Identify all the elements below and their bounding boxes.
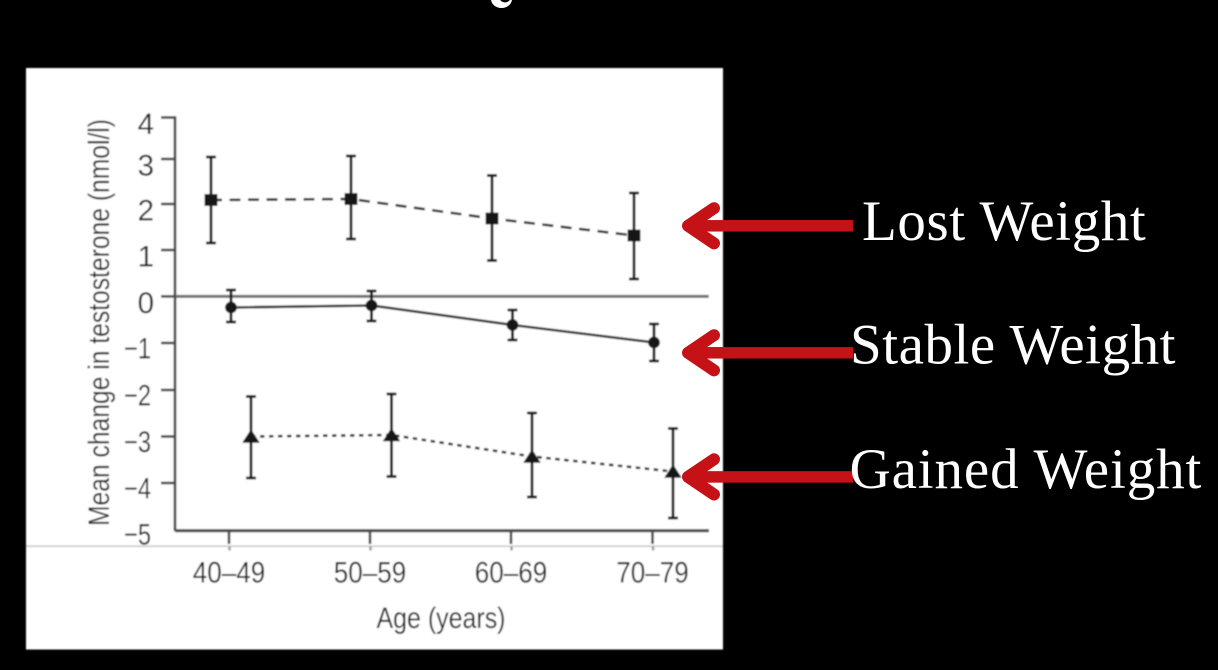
- svg-text:70–79: 70–79: [616, 557, 689, 590]
- svg-text:50–59: 50–59: [334, 557, 407, 590]
- svg-text:−5: −5: [124, 519, 151, 552]
- svg-text:3: 3: [138, 150, 154, 183]
- svg-text:0: 0: [138, 287, 154, 320]
- svg-text:−4: −4: [124, 473, 151, 506]
- svg-text:−3: −3: [124, 426, 151, 459]
- svg-text:2: 2: [138, 195, 154, 228]
- svg-text:Mean change in testosterone (n: Mean change in testosterone (nmol/l): [83, 119, 116, 526]
- svg-text:1: 1: [138, 241, 154, 274]
- svg-text:Lost Weight: Lost Weight: [862, 190, 1146, 253]
- svg-text:−1: −1: [124, 333, 151, 366]
- svg-text:Stable Weight: Stable Weight: [850, 314, 1176, 377]
- svg-text:Age (years): Age (years): [377, 602, 506, 635]
- svg-text:−2: −2: [124, 380, 151, 413]
- svg-text:4: 4: [138, 108, 154, 141]
- svg-text:60–69: 60–69: [475, 557, 548, 590]
- svg-text:40–49: 40–49: [193, 557, 266, 590]
- svg-text:Gained Weight: Gained Weight: [850, 438, 1203, 501]
